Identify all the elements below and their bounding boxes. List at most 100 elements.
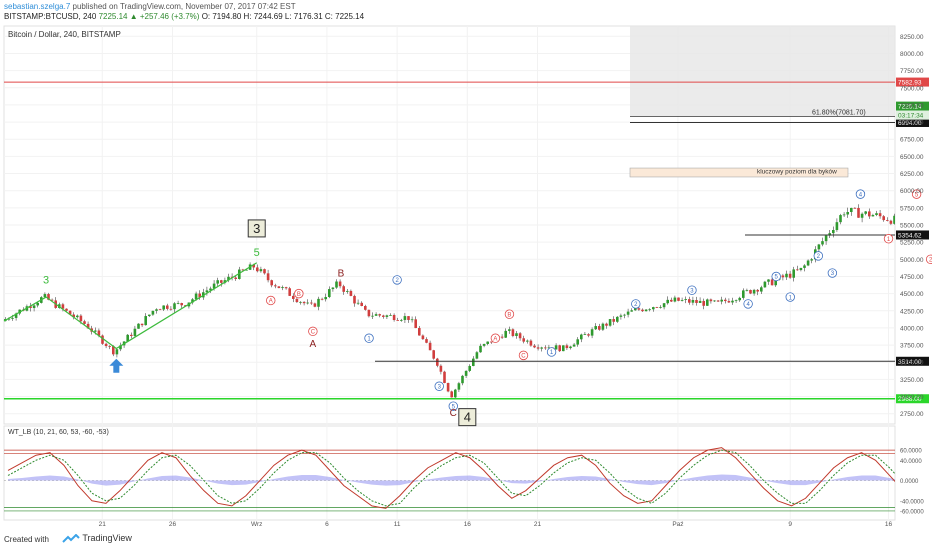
candle bbox=[652, 307, 655, 310]
axes: 8250.00 8000.00 7750.00 7500.00 7250.00 7000.… bbox=[99, 34, 925, 528]
author-link[interactable]: sebastian.szelga.7 bbox=[4, 2, 71, 11]
candle bbox=[50, 299, 54, 301]
candle bbox=[785, 273, 788, 278]
level-price-tag bbox=[896, 77, 929, 87]
candle bbox=[382, 315, 385, 317]
candle bbox=[119, 345, 122, 350]
wave-label-text: B bbox=[507, 312, 511, 318]
wave-label-text: A bbox=[269, 299, 273, 305]
candle bbox=[270, 280, 273, 286]
candle bbox=[889, 220, 893, 224]
candle bbox=[338, 281, 342, 287]
candle bbox=[263, 269, 266, 274]
candle bbox=[587, 334, 590, 336]
tradingview-brand[interactable]: TradingView bbox=[62, 533, 132, 544]
candle bbox=[850, 207, 853, 213]
candle bbox=[900, 217, 903, 221]
y-tick-label: 3750.00 bbox=[900, 343, 924, 350]
candle bbox=[706, 299, 709, 306]
wave-letter: C bbox=[450, 408, 457, 419]
candle bbox=[720, 299, 723, 302]
candle bbox=[756, 289, 759, 292]
candle bbox=[284, 287, 288, 289]
annotation-layer: 7582.93 6994.00 5354.62 3514.00 2968.00 7225.… bbox=[3, 77, 932, 427]
candle bbox=[655, 307, 659, 308]
wave-label-text: 5 bbox=[915, 192, 919, 198]
footer: Created with TradingView bbox=[0, 530, 932, 550]
candle bbox=[425, 339, 428, 343]
candle bbox=[824, 235, 828, 242]
candle bbox=[842, 214, 846, 216]
candle bbox=[770, 279, 774, 286]
candle bbox=[839, 215, 842, 223]
wave-label bbox=[925, 254, 932, 265]
candle bbox=[641, 309, 644, 312]
wt-tick-label: 40.0000 bbox=[900, 459, 922, 465]
wt-histogram bbox=[8, 474, 895, 486]
candle bbox=[61, 304, 65, 309]
y-tick-label: 6500.00 bbox=[900, 154, 924, 161]
candle bbox=[540, 347, 543, 349]
publish-info: published on TradingView.com, November 0… bbox=[72, 2, 296, 11]
wave-label bbox=[813, 251, 824, 261]
candle bbox=[853, 207, 857, 209]
candle bbox=[320, 298, 324, 300]
candle bbox=[817, 244, 821, 250]
candle bbox=[328, 289, 331, 298]
major-wave-4-box-text: 4 bbox=[464, 410, 471, 425]
tradingview-logo-icon bbox=[62, 533, 80, 543]
x-tick-label: 9 bbox=[788, 521, 792, 528]
candle bbox=[371, 315, 374, 317]
candle bbox=[155, 309, 158, 311]
candle bbox=[590, 329, 594, 336]
candle bbox=[104, 343, 108, 347]
candle bbox=[367, 309, 371, 317]
candle bbox=[482, 343, 486, 346]
candle bbox=[508, 329, 511, 331]
candle bbox=[450, 391, 453, 398]
candle bbox=[774, 279, 777, 286]
candle bbox=[335, 281, 338, 288]
wave-label bbox=[743, 299, 753, 309]
wave-label-text: A bbox=[493, 336, 497, 342]
candle bbox=[511, 329, 515, 336]
candle bbox=[212, 283, 216, 289]
x-tick-label: Paź bbox=[672, 521, 683, 528]
wave-label-text: C bbox=[521, 354, 526, 360]
candle bbox=[594, 326, 597, 330]
wave-label-text: 1 bbox=[367, 336, 371, 342]
wave-label-text: 5 bbox=[452, 404, 456, 410]
candle bbox=[576, 339, 579, 345]
candle bbox=[356, 302, 360, 304]
ohlc-values: O: 7194.80 H: 7244.69 L: 7176.31 C: 7225… bbox=[201, 12, 365, 21]
wave-label bbox=[546, 347, 557, 357]
candle bbox=[234, 277, 237, 279]
candle bbox=[878, 213, 882, 217]
candle bbox=[742, 290, 745, 298]
candle bbox=[266, 273, 270, 281]
wave-label-text: 4 bbox=[859, 192, 863, 198]
candle bbox=[245, 269, 248, 271]
candle bbox=[871, 215, 875, 217]
wave-label-text: 2 bbox=[634, 302, 638, 308]
y-tick-label: 5000.00 bbox=[900, 257, 924, 264]
candle bbox=[612, 319, 615, 322]
x-tick-label: 11 bbox=[394, 521, 401, 528]
candle bbox=[684, 299, 687, 300]
candle bbox=[616, 316, 619, 322]
candle bbox=[302, 301, 306, 304]
candle bbox=[677, 297, 680, 301]
candle bbox=[11, 317, 14, 319]
candle bbox=[522, 338, 525, 342]
created-with-text: Created with bbox=[4, 535, 49, 544]
candle bbox=[634, 308, 637, 311]
candle bbox=[436, 358, 439, 366]
candle bbox=[724, 299, 727, 302]
candle bbox=[32, 305, 36, 308]
candle bbox=[781, 275, 785, 278]
candle bbox=[490, 341, 493, 343]
candle bbox=[79, 315, 83, 322]
candle bbox=[72, 314, 75, 318]
candle bbox=[418, 328, 421, 336]
